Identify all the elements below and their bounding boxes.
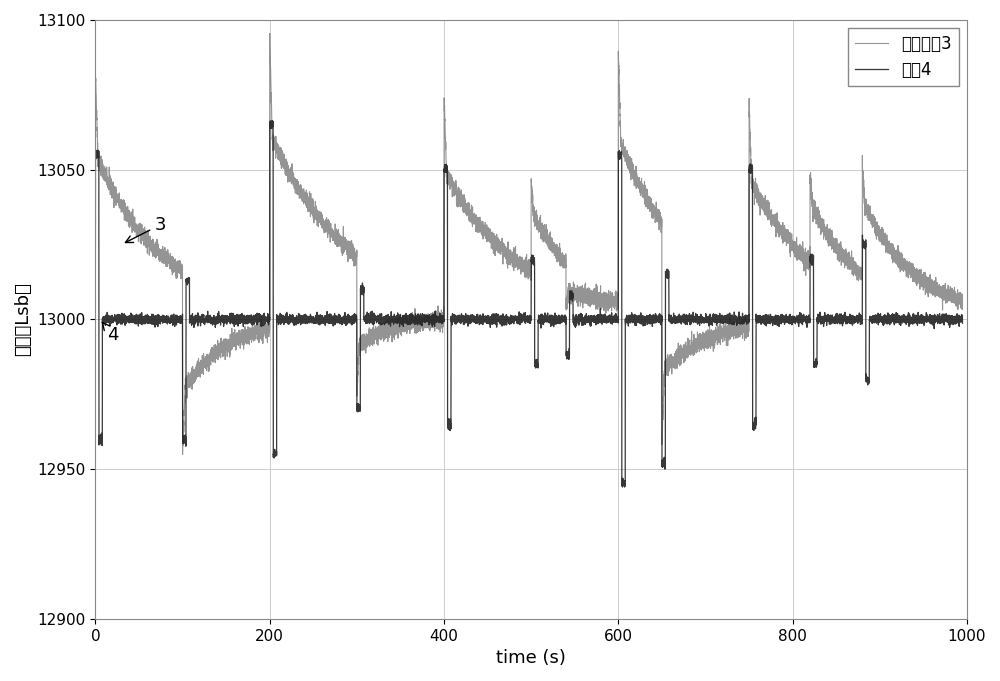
传统算法3: [177, 450, 189, 458]
传统算法3: [85, 313, 97, 321]
传统算法3: [264, 29, 276, 37]
新方4: [137, 315, 149, 323]
新方4: [511, 317, 523, 325]
传统算法3: [121, 209, 133, 217]
新方4: [256, 315, 268, 323]
新方4: [121, 315, 133, 323]
传统算法3: [511, 262, 523, 270]
传统算法3: [256, 325, 268, 333]
新方4: [957, 319, 969, 328]
Text: 4: 4: [102, 322, 119, 345]
Y-axis label: 腔温（Lsb）: 腔温（Lsb）: [14, 283, 32, 356]
传统算法3: [89, 319, 101, 327]
Line: 新方4: 新方4: [91, 121, 963, 487]
传统算法3: [137, 234, 149, 242]
Legend: 传统算法3, 新方4: 传统算法3, 新方4: [848, 28, 959, 86]
新方4: [617, 483, 629, 491]
Line: 传统算法3: 传统算法3: [91, 33, 963, 454]
新方4: [89, 315, 101, 323]
传统算法3: [957, 294, 969, 302]
传统算法3: [910, 265, 922, 273]
新方4: [266, 116, 278, 125]
X-axis label: time (s): time (s): [496, 649, 566, 667]
新方4: [910, 315, 922, 323]
Text: 3: 3: [125, 215, 167, 242]
新方4: [85, 317, 97, 325]
